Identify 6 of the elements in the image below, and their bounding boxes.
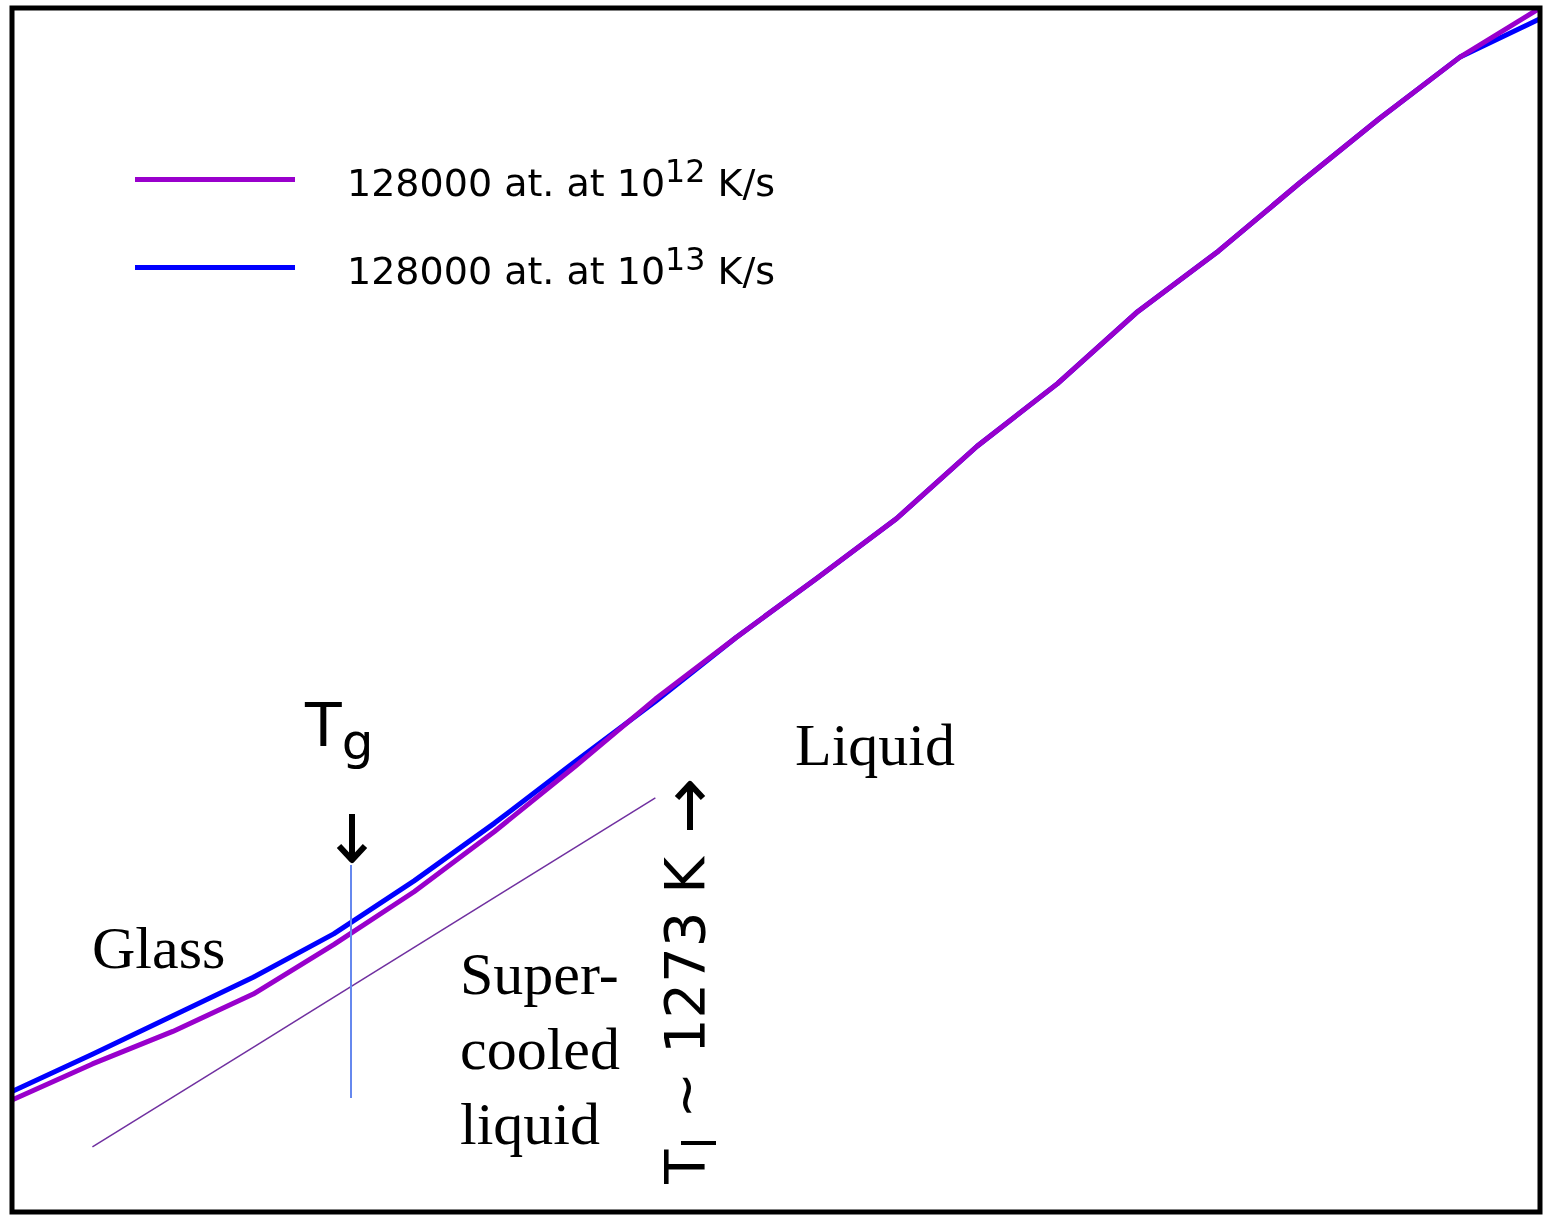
annotation: Glass [92, 915, 226, 981]
annotation: Liquid [795, 712, 955, 778]
annotation: T$_{g}$ [305, 690, 374, 771]
legend-label: 128000 at. at 10$^{13}$ K/s [347, 241, 776, 293]
annotation: Super-cooled liquid [460, 940, 621, 1159]
legend-label: 128000 at. at 10$^{12}$ K/s [347, 153, 776, 205]
